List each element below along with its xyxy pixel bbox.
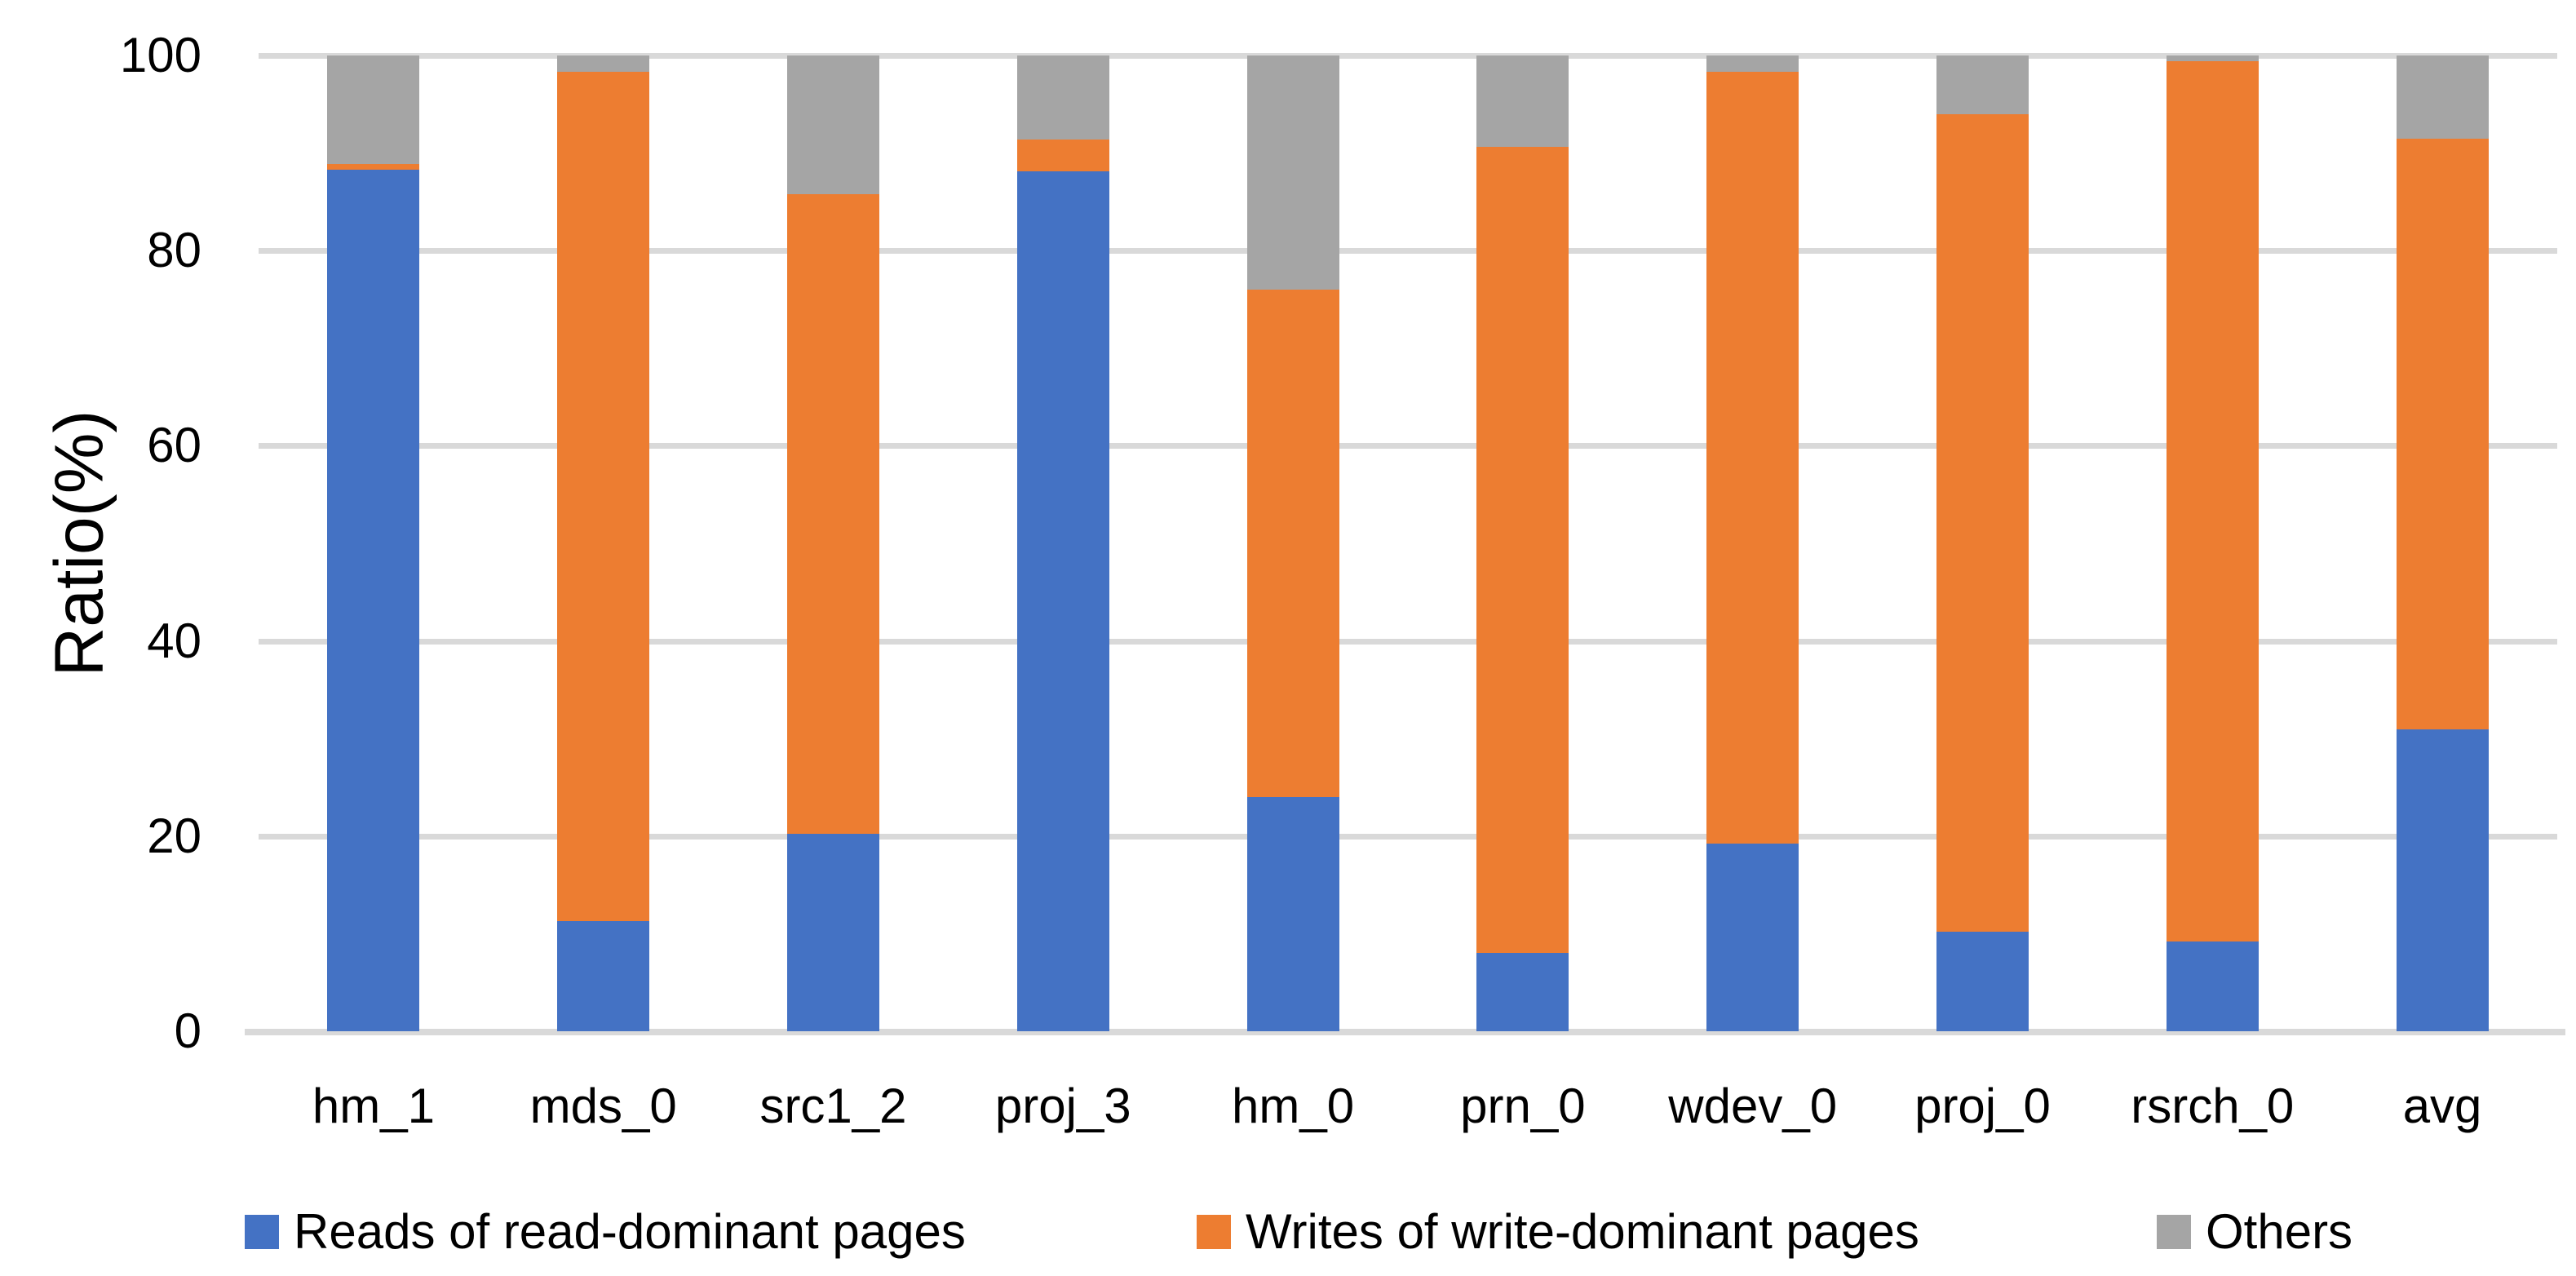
bar-segment-mds_0-reads xyxy=(557,920,650,1031)
bar-segment-rsrch_0-others xyxy=(2166,55,2259,62)
bar-proj_3 xyxy=(948,55,1178,1031)
x-label-prn_0: prn_0 xyxy=(1460,1079,1586,1133)
x-label-hm_0: hm_0 xyxy=(1232,1079,1355,1133)
bar-segment-hm_0-writes xyxy=(1246,290,1339,797)
bar-segment-rsrch_0-writes xyxy=(2166,61,2259,941)
bar-avg xyxy=(2327,55,2557,1031)
bar-segment-src1_2-writes xyxy=(786,193,879,835)
bar-segment-avg-others xyxy=(2396,55,2489,139)
x-label-hm_1: hm_1 xyxy=(312,1079,435,1133)
x-label-mds_0: mds_0 xyxy=(529,1079,677,1133)
bar-segment-wdev_0-writes xyxy=(1706,72,1799,844)
gridline-20 xyxy=(259,833,2557,840)
legend-swatch-icon xyxy=(1197,1215,1231,1249)
bar-wdev_0 xyxy=(1638,55,1868,1031)
gridline-80 xyxy=(259,248,2557,255)
bar-prn_0 xyxy=(1408,55,1638,1031)
bar-hm_0 xyxy=(1178,55,1408,1031)
bar-segment-proj_3-writes xyxy=(1016,139,1109,172)
bar-segment-rsrch_0-reads xyxy=(2166,941,2259,1031)
bar-segment-prn_0-reads xyxy=(1476,953,1569,1031)
legend-swatch-icon xyxy=(245,1215,279,1249)
bar-segment-src1_2-others xyxy=(786,55,879,194)
bar-segment-avg-reads xyxy=(2396,729,2489,1031)
x-label-proj_0: proj_0 xyxy=(1914,1079,2051,1133)
legend-item-writes: Writes of write-dominant pages xyxy=(1197,1206,1919,1258)
gridline-40 xyxy=(259,638,2557,645)
bar-segment-mds_0-writes xyxy=(557,72,650,921)
bar-segment-proj_3-reads xyxy=(1016,171,1109,1031)
bar-hm_1 xyxy=(259,55,489,1031)
y-tick-label-80: 80 xyxy=(147,223,201,278)
gridline-0 xyxy=(245,1029,2565,1035)
legend-swatch-icon xyxy=(2157,1215,2191,1249)
x-axis-category-labels: hm_1 mds_0 src1_2 proj_3 hm_0 prn_0 wdev_0 proj… xyxy=(259,1079,2557,1134)
bar-segment-avg-writes xyxy=(2396,138,2489,730)
gridline-60 xyxy=(259,443,2557,450)
bar-segment-hm_1-others xyxy=(327,55,420,164)
bar-segment-prn_0-writes xyxy=(1476,147,1569,954)
bar-segment-proj_0-writes xyxy=(1936,113,2029,933)
legend-item-reads: Reads of read-dominant pages xyxy=(245,1206,966,1258)
x-label-src1_2: src1_2 xyxy=(759,1079,907,1133)
bar-segment-hm_0-reads xyxy=(1246,796,1339,1031)
bar-segment-hm_1-reads xyxy=(327,169,420,1031)
legend-label: Reads of read-dominant pages xyxy=(294,1204,966,1259)
bar-segment-wdev_0-reads xyxy=(1706,844,1799,1031)
x-label-avg: avg xyxy=(2402,1079,2482,1133)
y-tick-label-60: 60 xyxy=(147,418,201,473)
x-label-wdev_0: wdev_0 xyxy=(1668,1079,1838,1133)
bar-segment-prn_0-others xyxy=(1476,55,1569,148)
legend-label: Writes of write-dominant pages xyxy=(1246,1204,1919,1259)
bar-segment-wdev_0-others xyxy=(1706,55,1799,73)
y-tick-label-0: 0 xyxy=(174,1004,201,1058)
bar-rsrch_0 xyxy=(2097,55,2327,1031)
bar-src1_2 xyxy=(719,55,949,1031)
bar-segment-proj_0-reads xyxy=(1936,932,2029,1031)
bar-proj_0 xyxy=(1868,55,2098,1031)
bar-segment-hm_1-writes xyxy=(327,163,420,170)
bar-segment-src1_2-reads xyxy=(786,834,879,1031)
bar-segment-mds_0-others xyxy=(557,55,650,73)
y-tick-label-100: 100 xyxy=(119,28,201,82)
bar-segment-proj_3-others xyxy=(1016,55,1109,140)
bars-container xyxy=(259,55,2557,1031)
bar-segment-proj_0-others xyxy=(1936,55,2029,114)
x-label-rsrch_0: rsrch_0 xyxy=(2131,1079,2295,1133)
bar-segment-hm_0-others xyxy=(1246,55,1339,290)
bar-mds_0 xyxy=(489,55,719,1031)
plot-area xyxy=(245,53,2565,1035)
x-label-proj_3: proj_3 xyxy=(994,1079,1131,1133)
y-tick-label-20: 20 xyxy=(147,808,201,863)
gridline-100 xyxy=(259,53,2557,59)
legend-label: Others xyxy=(2206,1204,2353,1259)
legend-item-others: Others xyxy=(2157,1206,2352,1258)
y-tick-label-40: 40 xyxy=(147,613,201,668)
